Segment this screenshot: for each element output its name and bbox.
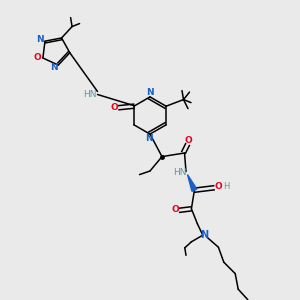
Text: O: O [34,53,41,62]
Text: N: N [50,63,58,72]
Text: HN: HN [83,90,97,99]
Text: O: O [110,103,118,112]
Polygon shape [188,175,197,191]
Text: N: N [36,35,43,44]
Text: N: N [200,230,208,241]
Text: N: N [146,88,154,98]
Text: H: H [223,182,229,191]
Text: O: O [171,206,179,214]
Text: O: O [214,182,222,191]
Text: N: N [145,134,153,142]
Text: O: O [184,136,192,145]
Text: HN: HN [173,168,186,177]
